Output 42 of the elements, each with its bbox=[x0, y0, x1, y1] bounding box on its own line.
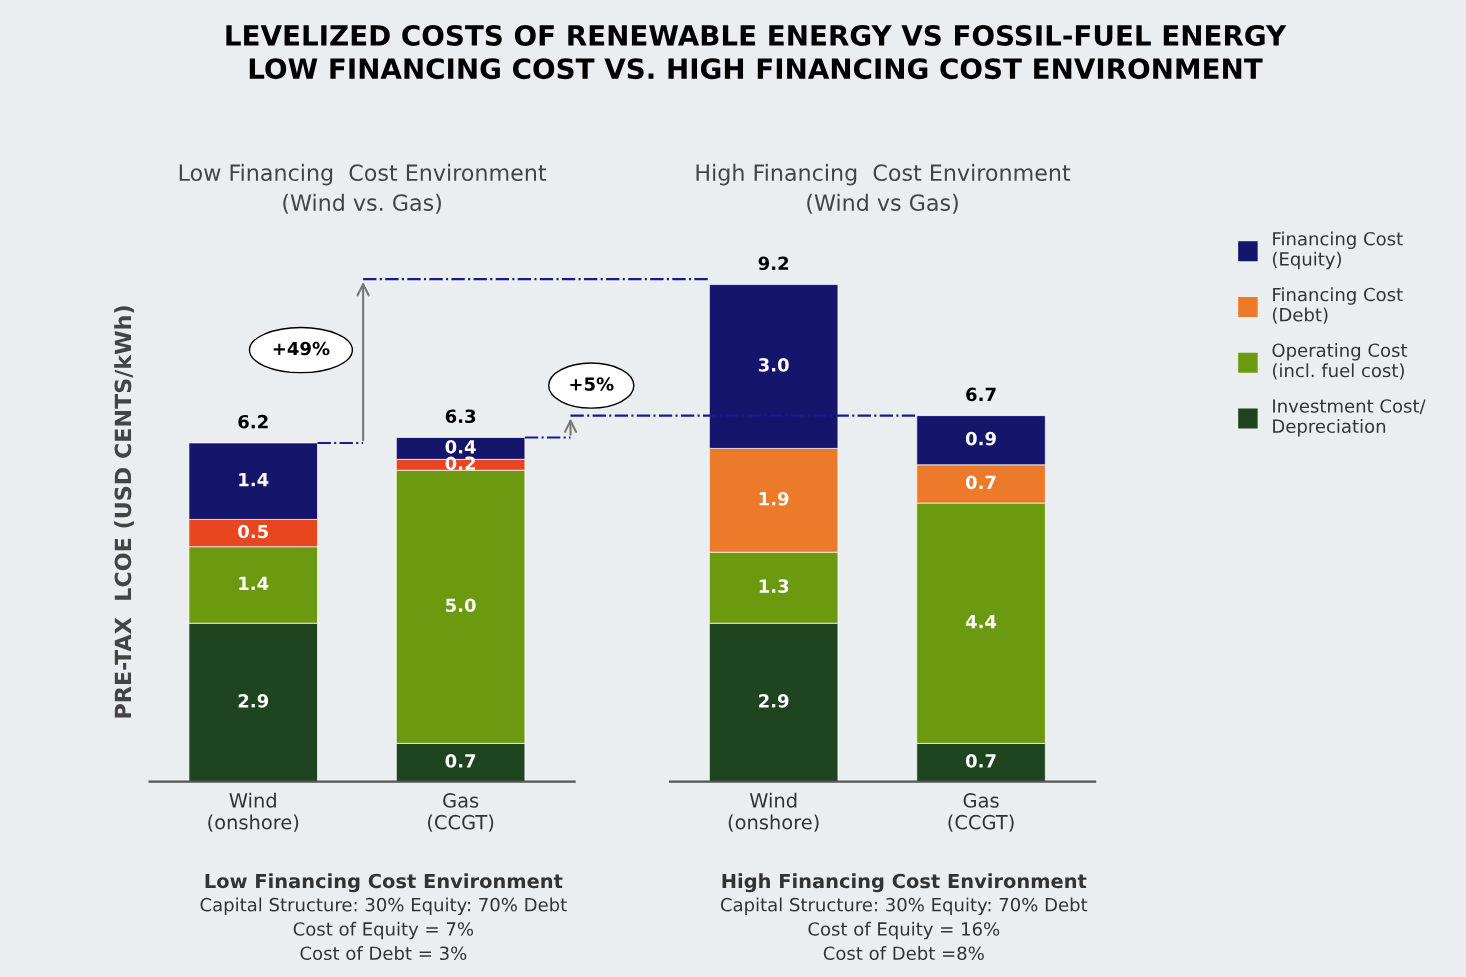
total-label: 9.2 bbox=[758, 256, 789, 271]
data-label: 0.2 bbox=[445, 456, 476, 471]
x-tick-label: Gas (CCGT) bbox=[428, 793, 494, 832]
y-axis-title: PRE-TAX LCOE (USD CENTS/kWh) bbox=[114, 306, 134, 718]
legend-label: Investment Cost/ Depreciation bbox=[1273, 399, 1426, 437]
data-label: 1.4 bbox=[239, 576, 269, 590]
data-label: 1.4 bbox=[239, 473, 269, 487]
text: High Financing Cost Environment bbox=[722, 873, 1087, 893]
text: +5% bbox=[570, 377, 614, 391]
data-label: 0.5 bbox=[238, 524, 268, 539]
text: LEVELIZED COSTS OF RENEWABLE ENERGY VS FOSSIL-FUEL ENERGY LOW FINANCING COST VS. HIGH FINANCING COST ENVIRONMENT bbox=[226, 24, 1287, 80]
total-label: 6.7 bbox=[966, 387, 996, 402]
text: Capital Structure: 30% Equity: 70% Debt bbox=[200, 897, 567, 916]
chart-subtitle: Low Financing Cost Environment (Wind vs. Gas) bbox=[179, 163, 547, 214]
data-label: 2.9 bbox=[238, 693, 269, 708]
total-label: 6.2 bbox=[238, 414, 268, 429]
x-tick-label: Wind (onshore) bbox=[728, 792, 819, 832]
x-tick-label: Wind (onshore) bbox=[208, 792, 299, 832]
data-label: 5.0 bbox=[446, 598, 476, 613]
data-label: 0.7 bbox=[965, 754, 996, 768]
total-label: 6.3 bbox=[445, 409, 476, 424]
data-label: 4.4 bbox=[965, 615, 997, 629]
text: Cost of Debt = 3% bbox=[300, 946, 467, 961]
text: Cost of Equity = 7% bbox=[293, 921, 474, 940]
data-label: 0.7 bbox=[445, 754, 476, 768]
text: Cost of Debt =8% bbox=[823, 946, 984, 961]
text: Low Financing Cost Environment bbox=[205, 873, 563, 893]
legend-label: Financing Cost (Equity) bbox=[1272, 231, 1403, 270]
text: Cost of Equity = 16% bbox=[808, 921, 1000, 940]
data-label: 3.0 bbox=[758, 358, 789, 372]
x-tick-label: Gas (CCGT) bbox=[948, 793, 1014, 832]
text: Capital Structure: 30% Equity: 70% Debt bbox=[720, 897, 1088, 916]
chart-subtitle: High Financing Cost Environment (Wind vs Gas) bbox=[696, 163, 1071, 214]
data-label: 0.7 bbox=[965, 475, 996, 490]
data-label: 2.9 bbox=[759, 693, 789, 708]
text: +49% bbox=[273, 341, 330, 356]
data-label: 1.9 bbox=[759, 491, 789, 506]
legend-label: Operating Cost (incl. fuel cost) bbox=[1272, 343, 1408, 380]
legend-label: Financing Cost (Debt) bbox=[1272, 287, 1403, 324]
data-label: 0.9 bbox=[965, 431, 996, 446]
data-label: 1.3 bbox=[759, 579, 789, 593]
data-label: 0.4 bbox=[445, 439, 476, 454]
